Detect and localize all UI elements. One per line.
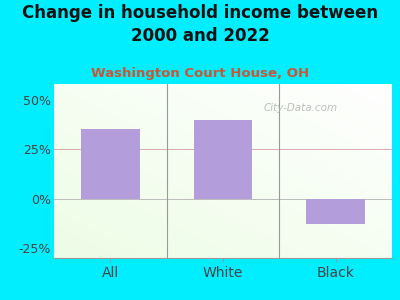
Text: City-Data.com: City-Data.com bbox=[264, 103, 338, 113]
Text: Change in household income between
2000 and 2022: Change in household income between 2000 … bbox=[22, 4, 378, 45]
Bar bbox=[194, 120, 252, 199]
Bar bbox=[306, 199, 365, 224]
Bar bbox=[81, 130, 140, 199]
Text: Washington Court House, OH: Washington Court House, OH bbox=[91, 68, 309, 80]
